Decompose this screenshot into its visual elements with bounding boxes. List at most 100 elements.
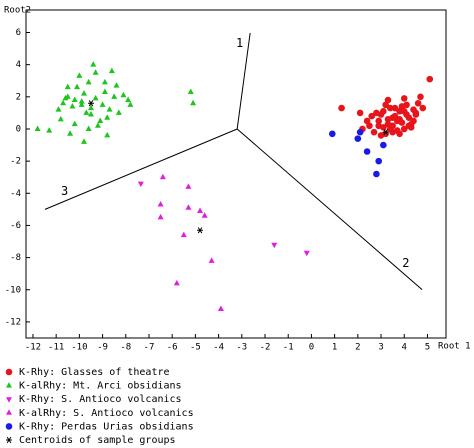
point — [389, 114, 396, 122]
y-tick-label: 4 — [16, 60, 21, 70]
point — [393, 117, 401, 125]
point — [417, 93, 424, 101]
point — [373, 170, 380, 178]
point — [303, 250, 310, 257]
y-tick-label: 0 — [16, 124, 21, 134]
point — [271, 242, 278, 249]
point — [87, 104, 94, 111]
y-tick-label: -6 — [10, 221, 21, 231]
point — [71, 120, 78, 127]
point — [197, 207, 204, 213]
legend-marker — [6, 382, 12, 388]
legend-label: K-alRhy: Mt. Arci obsidians — [19, 381, 182, 392]
x-axis-title: Root 1 — [438, 342, 471, 352]
x-tick-label: -7 — [144, 343, 155, 353]
point — [412, 109, 420, 117]
point — [99, 101, 106, 107]
point — [92, 69, 99, 75]
x-tick-label: -3 — [236, 343, 247, 353]
plot-frame — [25, 9, 447, 339]
point — [92, 94, 99, 101]
point — [370, 128, 378, 136]
point — [97, 117, 104, 123]
point — [78, 98, 85, 104]
legend-label: K-alRhy: S. Antioco volcanics — [19, 408, 194, 419]
point — [104, 114, 111, 120]
point — [356, 109, 364, 117]
point — [127, 101, 134, 107]
point — [387, 104, 394, 112]
legend-marker — [6, 436, 12, 444]
x-tick-label: -8 — [120, 343, 131, 353]
point — [85, 78, 92, 85]
point — [384, 120, 392, 128]
point — [125, 96, 132, 103]
point — [185, 183, 192, 189]
point — [396, 130, 403, 138]
point — [410, 117, 417, 125]
x-tick-label: -2 — [260, 343, 271, 353]
y-tick-label: -12 — [5, 317, 21, 327]
root-line — [236, 128, 423, 290]
x-tick-label: -6 — [167, 343, 178, 353]
x-tick-label: -1 — [283, 343, 294, 353]
root-line — [236, 32, 251, 130]
x-tick-label: -9 — [97, 343, 108, 353]
point — [137, 181, 144, 188]
point — [101, 78, 108, 85]
root-line — [44, 128, 238, 210]
point — [120, 91, 127, 98]
point — [60, 99, 67, 106]
x-tick-label: 4 — [402, 343, 407, 353]
point — [55, 106, 62, 112]
legend-marker — [5, 423, 13, 430]
point — [375, 122, 383, 130]
point — [173, 279, 180, 286]
point — [113, 82, 120, 88]
x-tick-label: -5 — [190, 343, 201, 353]
point — [354, 135, 362, 142]
point — [81, 138, 88, 144]
point — [373, 109, 380, 117]
point — [69, 102, 76, 109]
legend-label: K-Rhy: S. Antioco volcanics — [19, 394, 182, 405]
x-tick-label: 3 — [378, 343, 383, 353]
point — [67, 130, 74, 136]
point — [338, 104, 345, 112]
x-tick-label: -12 — [25, 343, 41, 353]
x-tick-label: -11 — [48, 343, 64, 353]
point — [76, 72, 83, 78]
point — [71, 96, 78, 103]
point — [400, 125, 408, 133]
point — [57, 115, 64, 122]
y-tick-label: 2 — [16, 92, 21, 102]
point — [375, 117, 383, 125]
point — [90, 61, 97, 67]
point — [426, 75, 434, 83]
point — [375, 157, 383, 165]
point — [78, 101, 85, 107]
point — [104, 131, 111, 138]
point — [157, 213, 164, 220]
point — [108, 67, 115, 74]
y-tick-label: -4 — [10, 189, 21, 199]
point — [115, 109, 122, 115]
legend-label: K-Rhy: Glasses of theatre — [19, 367, 170, 378]
legend-marker — [6, 397, 12, 403]
x-tick-label: 5 — [425, 343, 430, 353]
point — [414, 99, 422, 107]
point — [64, 83, 71, 90]
point — [81, 90, 88, 96]
point — [201, 212, 208, 218]
point — [106, 106, 113, 112]
point — [328, 130, 336, 138]
point — [85, 125, 92, 131]
point — [64, 93, 71, 99]
root-line-label: 2 — [402, 256, 409, 270]
root-line-label: 1 — [236, 36, 243, 50]
point — [400, 107, 408, 115]
point — [356, 128, 364, 136]
legend-marker — [5, 368, 13, 376]
y-tick-label: 6 — [16, 28, 21, 38]
